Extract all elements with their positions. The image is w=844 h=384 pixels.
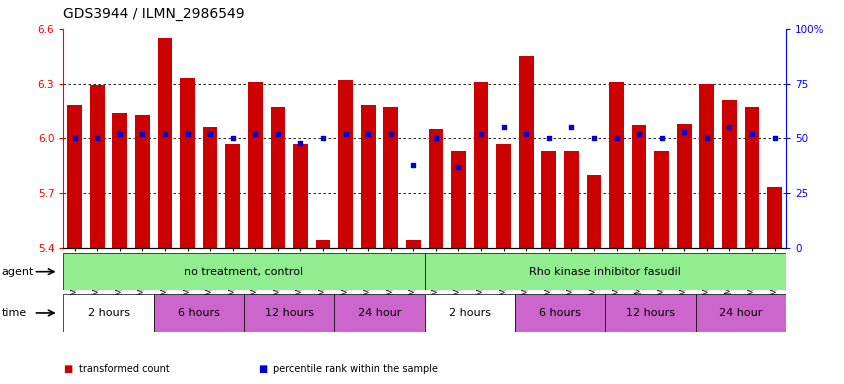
Bar (653, 151, 668, 248)
Bar (425, 253, 785, 290)
Point (271, 131, 284, 137)
Bar (316, 240, 330, 248)
Bar (631, 126, 646, 248)
Point (654, 135, 668, 141)
Point (316, 135, 329, 141)
Bar (722, 100, 736, 248)
Point (631, 131, 645, 137)
Bar (699, 83, 713, 248)
Point (361, 131, 375, 137)
Point (609, 135, 623, 141)
Point (452, 164, 465, 170)
Bar (541, 151, 555, 248)
Bar (63, 253, 425, 290)
Point (136, 131, 149, 137)
Bar (154, 294, 244, 332)
Bar (428, 129, 443, 248)
Bar (112, 113, 127, 248)
Bar (63, 294, 154, 332)
Bar (425, 294, 514, 332)
Bar (89, 85, 105, 248)
Text: 2 hours: 2 hours (448, 308, 490, 318)
Bar (360, 105, 375, 248)
Point (677, 129, 690, 135)
Bar (68, 105, 82, 248)
Point (519, 131, 533, 137)
Point (181, 131, 194, 137)
Text: Rho kinase inhibitor fasudil: Rho kinase inhibitor fasudil (528, 266, 680, 277)
Bar (244, 294, 334, 332)
Bar (766, 187, 781, 248)
Point (225, 135, 239, 141)
Text: time: time (2, 308, 27, 318)
Point (587, 135, 600, 141)
Bar (203, 127, 217, 248)
Bar (495, 144, 511, 248)
Bar (695, 294, 785, 332)
Text: no treatment, control: no treatment, control (184, 266, 303, 277)
Bar (158, 38, 172, 248)
Text: agent: agent (2, 266, 34, 277)
Point (473, 131, 487, 137)
Bar (473, 82, 488, 248)
Point (383, 131, 397, 137)
Bar (225, 144, 240, 248)
Bar (270, 107, 285, 248)
Bar (609, 82, 623, 248)
Text: ■: ■ (63, 364, 73, 374)
Point (541, 135, 555, 141)
Text: 6 hours: 6 hours (178, 308, 219, 318)
Bar (135, 114, 149, 248)
Bar (451, 151, 465, 248)
Bar (293, 144, 307, 248)
Bar (514, 294, 604, 332)
Text: 2 hours: 2 hours (88, 308, 129, 318)
Text: 12 hours: 12 hours (264, 308, 313, 318)
Point (68, 135, 81, 141)
Point (564, 124, 577, 131)
Bar (518, 56, 533, 248)
Bar (586, 175, 601, 248)
Point (294, 139, 307, 146)
Point (203, 131, 217, 137)
Bar (563, 151, 578, 248)
Point (496, 124, 510, 131)
Bar (383, 107, 398, 248)
Bar (405, 240, 420, 248)
Point (744, 131, 758, 137)
Bar (180, 78, 195, 248)
Text: transformed count: transformed count (78, 364, 169, 374)
Point (158, 131, 171, 137)
Point (767, 135, 781, 141)
Bar (247, 82, 262, 248)
Text: ■: ■ (257, 364, 267, 374)
Text: GDS3944 / ILMN_2986549: GDS3944 / ILMN_2986549 (63, 7, 245, 21)
Point (90, 135, 104, 141)
Point (113, 131, 127, 137)
Text: 24 hour: 24 hour (357, 308, 401, 318)
Bar (676, 124, 690, 248)
Bar (338, 80, 353, 248)
Point (406, 161, 419, 167)
Point (722, 124, 735, 131)
Point (429, 135, 442, 141)
Text: percentile rank within the sample: percentile rank within the sample (273, 364, 437, 374)
Text: 12 hours: 12 hours (625, 308, 674, 318)
Point (248, 131, 262, 137)
Text: 24 hour: 24 hour (718, 308, 761, 318)
Point (338, 131, 352, 137)
Bar (604, 294, 695, 332)
Bar (334, 294, 425, 332)
Text: 6 hours: 6 hours (538, 308, 581, 318)
Bar (744, 107, 759, 248)
Point (699, 135, 712, 141)
